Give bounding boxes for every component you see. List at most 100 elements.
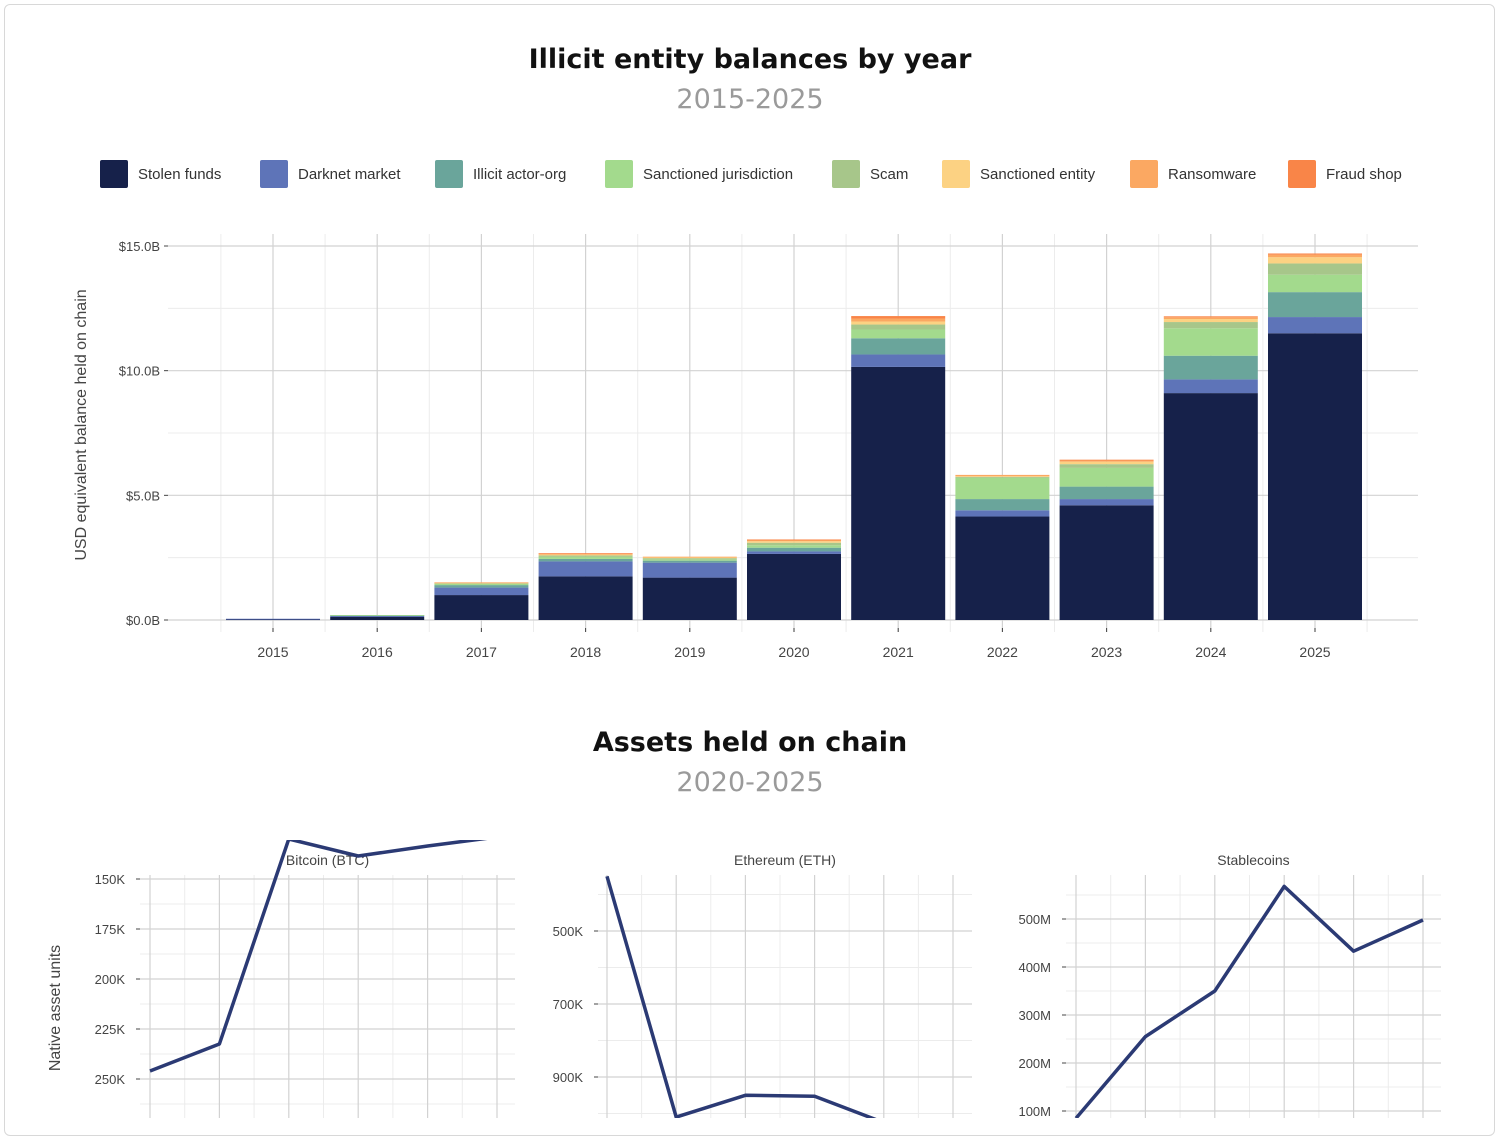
bar-segment-sanctioned-entity-2023	[1059, 461, 1154, 465]
main-chart-subtitle: 2015-2025	[676, 84, 824, 115]
bar-segment-sanctioned-jurisdiction-2018	[538, 556, 633, 559]
legend-item-sanctioned-entity: Sanctioned entity	[942, 159, 1095, 189]
y-tick-label: $5.0B	[126, 488, 160, 503]
panel-title: Ethereum (ETH)	[734, 852, 836, 868]
legend-label: Ransomware	[1168, 165, 1257, 183]
y-axis-title: USD equivalent balance held on chain	[73, 289, 90, 560]
legend-item-sanctioned-jurisdiction: Sanctioned jurisdiction	[605, 159, 793, 189]
y-tick-label: 300M	[1018, 1008, 1051, 1023]
bar-segment-fraud-shop-2024	[1163, 316, 1258, 318]
legend-label: Illicit actor-org	[473, 165, 567, 183]
asset-line-charts: 150K 175K 200K 225K 250K Bitcoin (BTC) Native …	[47, 840, 1441, 1118]
legend-label: Fraud shop	[1326, 165, 1402, 183]
series-line-bitcoin-btc	[149, 840, 488, 1073]
assets-section-subtitle: 2020-2025	[676, 767, 824, 798]
bar-segment-scam-2022	[955, 476, 1050, 478]
bar-segment-stolen-funds-2024	[1163, 393, 1258, 620]
bar-segment-stolen-funds-2020	[747, 553, 841, 620]
x-tick-label: 2024	[1195, 644, 1226, 660]
bar-segment-sanctioned-jurisdiction-2025	[1268, 274, 1362, 293]
bar-segment-scam-2021	[851, 324, 946, 330]
y-tick-label: 500K	[553, 924, 584, 939]
x-tick-label: 2020	[778, 644, 809, 660]
bar-segment-darknet-market-2022	[955, 510, 1050, 517]
bar-segment-illicit-actor-org-2024	[1163, 355, 1258, 380]
bar-segment-sanctioned-entity-2019	[642, 557, 737, 559]
legend-swatch	[100, 160, 128, 188]
y-tick-label: 400M	[1018, 960, 1051, 975]
bar-segment-fraud-shop-2020	[747, 539, 841, 541]
line-chart-bitcoin-btc: 150K 175K 200K 225K 250K Bitcoin (BTC) Native …	[47, 840, 515, 1118]
bar-segment-ransomware-2025	[1268, 254, 1362, 258]
bar-segment-fraud-shop-2023	[1059, 459, 1154, 461]
bar-segment-sanctioned-jurisdiction-2017	[434, 583, 529, 586]
legend-swatch	[942, 160, 970, 188]
bar-segment-ransomware-2019	[642, 556, 737, 558]
y-tick-label: 225K	[95, 1022, 126, 1037]
legend-swatch	[260, 160, 288, 188]
bar-segment-sanctioned-entity-2020	[747, 541, 841, 543]
y-tick-label: 250K	[95, 1072, 126, 1087]
bar-segment-stolen-funds-2016	[330, 617, 425, 620]
bar-segment-illicit-actor-org-2022	[955, 499, 1050, 511]
bar-segment-sanctioned-jurisdiction-2020	[747, 545, 841, 548]
x-tick-label: 2019	[674, 644, 705, 660]
y-tick-label: 900K	[553, 1070, 584, 1085]
legend-swatch	[832, 160, 860, 188]
bar-segment-sanctioned-jurisdiction-2021	[851, 329, 946, 339]
x-tick-label: 2022	[987, 644, 1018, 660]
y-tick-label: 150K	[95, 872, 126, 887]
legend-label: Scam	[870, 165, 909, 183]
y-tick-label: 700K	[553, 997, 584, 1012]
x-tick-label: 2017	[466, 644, 497, 660]
bar-segment-sanctioned-jurisdiction-2016	[330, 615, 425, 616]
bar-segment-scam-2019	[642, 558, 737, 560]
series-line-ethereum-eth	[605, 875, 877, 1118]
x-tick-label: 2025	[1299, 644, 1330, 660]
legend-item-scam: Scam	[832, 159, 908, 189]
y-tick-label: $0.0B	[126, 613, 160, 628]
legend-swatch	[1130, 160, 1158, 188]
bar-segment-illicit-actor-org-2017	[434, 585, 529, 588]
bar-segment-illicit-actor-org-2018	[538, 558, 633, 562]
bar-segment-ransomware-2017	[434, 582, 529, 584]
x-tick-label: 2015	[257, 644, 288, 660]
bar-segment-darknet-market-2021	[851, 354, 946, 367]
y-tick-label: 175K	[95, 922, 126, 937]
bar-segment-sanctioned-entity-2018	[538, 554, 633, 556]
bar-segment-darknet-market-2019	[642, 562, 737, 578]
bar-segment-ransomware-2024	[1163, 317, 1258, 320]
legend-label: Sanctioned jurisdiction	[643, 165, 794, 183]
line-chart-stablecoins: 100M 200M 300M 400M 500M Stablecoins	[1018, 852, 1441, 1118]
x-tick-label: 2021	[883, 644, 914, 660]
bar-segment-sanctioned-jurisdiction-2019	[642, 559, 737, 561]
x-tick-label: 2016	[362, 644, 393, 660]
bar-segment-ransomware-2018	[538, 553, 633, 555]
bar-segment-darknet-market-2017	[434, 587, 529, 596]
bar-segment-darknet-market-2023	[1059, 499, 1154, 506]
bar-segment-stolen-funds-2018	[538, 576, 633, 620]
line-chart-ethereum-eth: 500K 700K 900K Ethereum (ETH)	[553, 852, 972, 1118]
bar-segment-illicit-actor-org-2023	[1059, 486, 1154, 500]
bar-segment-scam-2025	[1268, 263, 1362, 275]
bar-segment-stolen-funds-2022	[955, 516, 1050, 620]
bar-segment-scam-2018	[538, 555, 633, 557]
main-chart-title: Illicit entity balances by year	[528, 44, 972, 75]
bar-segment-fraud-shop-2018	[538, 553, 633, 554]
legend-label: Darknet market	[298, 165, 401, 183]
bar-segment-ransomware-2021	[851, 318, 946, 322]
bar-segment-stolen-funds-2015	[226, 619, 320, 621]
legend-swatch	[435, 160, 463, 188]
bar-segment-illicit-actor-org-2025	[1268, 292, 1362, 318]
legend-item-darknet-market: Darknet market	[260, 159, 401, 189]
bar-segment-illicit-actor-org-2019	[642, 560, 737, 563]
bar-segment-illicit-actor-org-2020	[747, 547, 841, 552]
y-tick-label: $15.0B	[119, 239, 160, 254]
legend-item-illicit-actor-org: Illicit actor-org	[435, 159, 566, 189]
bar-segment-sanctioned-jurisdiction-2022	[955, 477, 1050, 500]
bar-segment-ransomware-2022	[955, 474, 1050, 477]
stacked-bar-chart: $0.0B $5.0B $10.0B $15.0B USD equivalent bal…	[73, 234, 1418, 660]
panel-title: Bitcoin (BTC)	[286, 852, 369, 868]
x-tick-label: 2018	[570, 644, 601, 660]
bar-segment-fraud-shop-2021	[851, 316, 946, 319]
